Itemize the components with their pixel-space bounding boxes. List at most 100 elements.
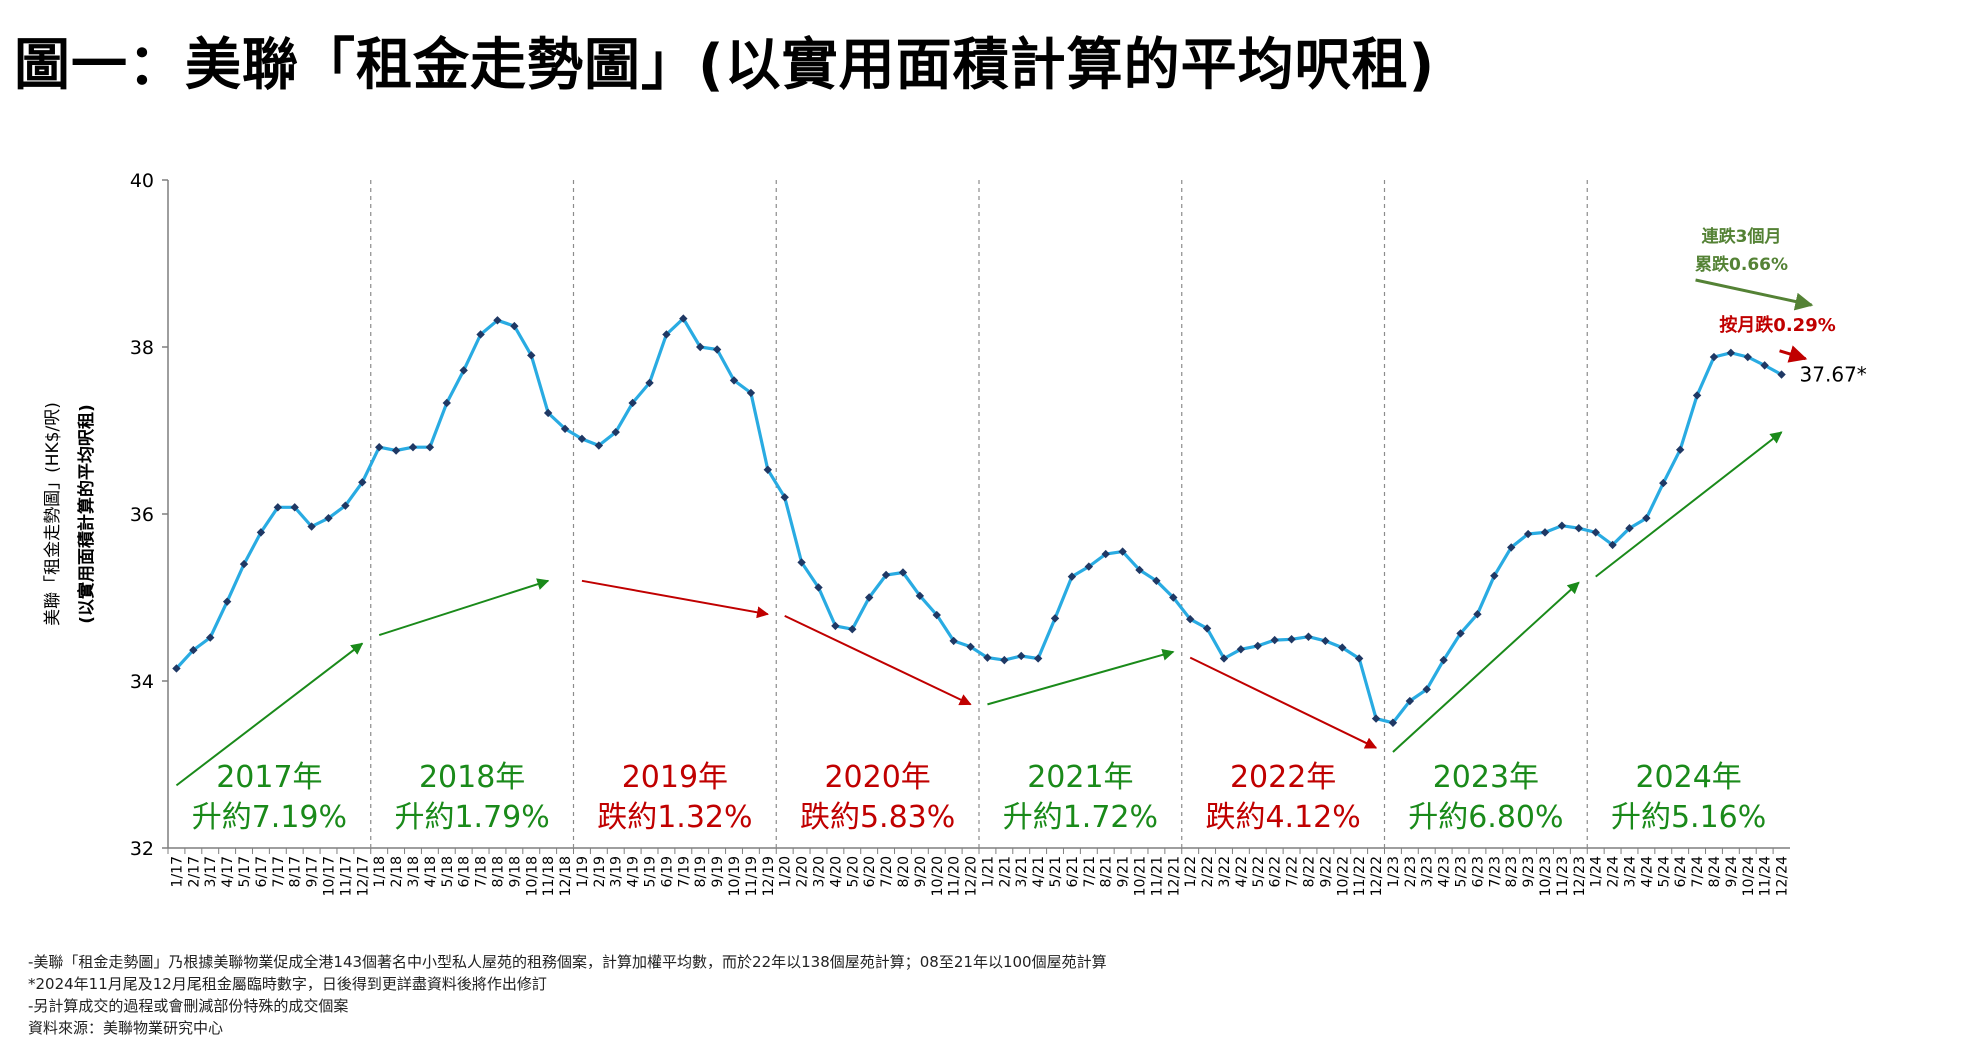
year-label: 2020年 [824,760,930,795]
x-tick-label: 2/21 [997,856,1013,887]
series-line [175,317,1783,725]
data-point [358,478,367,487]
monthly-change-arrow [1779,345,1808,363]
x-tick-label: 12/17 [355,856,371,896]
x-tick-label: 10/24 [1741,856,1757,896]
data-point [780,493,789,502]
year-label: 2023年 [1433,760,1539,795]
trend-arrow-down [784,614,972,706]
data-point [239,559,249,569]
x-tick-label: 1/22 [1183,856,1199,887]
data-point [577,434,587,444]
x-tick-label: 3/23 [1420,856,1436,887]
x-tick-label: 2/23 [1403,856,1419,887]
x-tick-label: 12/18 [558,856,574,896]
footnote-3: -另計算成交的過程或會刪減部份特殊的成交個案 [28,997,349,1015]
x-tick-label: 4/24 [1639,856,1655,888]
x-tick-label: 11/20 [947,856,963,896]
x-tick-label: 9/23 [1521,856,1537,887]
data-point [932,610,941,620]
data-point [256,528,266,537]
data-point [425,443,435,452]
y-tick-label: 32 [130,838,154,860]
streak-change-label: 累跌0.66% [1695,255,1788,275]
x-tick-label: 8/22 [1301,856,1317,887]
footnotes: -美聯「租金走勢圖」乃根據美聯物業促成全港143個著名中小型私人屋苑的租務個案，… [28,951,1107,1039]
x-tick-label: 8/19 [693,856,709,887]
data-point [848,625,857,634]
x-tick-label: 10/18 [524,856,540,896]
data-point [729,376,739,385]
x-tick-label: 10/19 [727,856,743,896]
x-tick-label: 12/22 [1369,856,1385,896]
chart-title: 圖一：美聯「租金走勢圖」(以實用面積計算的平均呎租) [14,33,1436,98]
data-point [391,446,401,455]
x-tick-label: 4/23 [1437,856,1453,887]
x-tick-label: 10/23 [1538,856,1554,896]
data-point [864,593,874,602]
data-point [1304,632,1313,641]
x-tick-label: 11/19 [744,856,760,896]
year-change-label: 升約1.79% [394,800,549,835]
x-tick-label: 4/18 [423,856,439,887]
data-point [1101,549,1110,559]
data-point [1439,655,1448,665]
year-change-label: 升約6.80% [1408,800,1563,835]
x-tick-label: 7/24 [1690,856,1706,888]
data-point [1490,571,1499,580]
x-tick-label: 3/24 [1622,856,1638,888]
data-point [696,342,705,352]
year-label: 2018年 [419,760,525,795]
data-point [628,398,637,408]
x-tick-label: 7/22 [1285,856,1301,887]
x-tick-label: 2/24 [1606,856,1622,888]
x-tick-label: 6/17 [254,856,270,887]
data-point [594,441,604,450]
data-point [1236,645,1246,654]
x-tick-label: 11/17 [338,856,354,896]
x-tick-label: 8/17 [288,856,304,887]
data-point [915,591,925,601]
x-tick-label: 4/19 [626,856,642,887]
x-tick-label: 5/18 [440,856,456,887]
data-point [290,503,299,512]
data-point [983,653,992,662]
data-point [881,570,891,580]
last-value-label: 37.67* [1800,363,1867,387]
data-point [1608,540,1617,550]
streak-arrow [1695,278,1814,311]
x-tick-label: 10/20 [930,856,946,896]
footnote-1: -美聯「租金走勢圖」乃根據美聯物業促成全港143個著名中小型私人屋苑的租務個案，… [28,953,1107,971]
data-point [1050,614,1060,623]
data-point [543,408,553,418]
trend-arrow-up [987,648,1175,706]
data-point [1033,654,1043,663]
x-tick-label: 6/23 [1470,856,1486,887]
data-point [1659,478,1668,488]
data-point [1557,521,1567,530]
data-point [1152,576,1161,585]
data-point [1642,513,1651,523]
trend-arrow-down [581,579,769,619]
x-tick-label: 6/22 [1268,856,1284,887]
data-point [1709,352,1719,362]
x-tick-label: 1/18 [372,856,388,887]
data-point [712,345,722,354]
year-change-label: 升約5.16% [1611,800,1766,835]
data-point [1591,528,1600,537]
data-point [1473,610,1482,619]
x-tick-label: 2/22 [1200,856,1216,887]
year-label: 2017年 [216,760,322,795]
data-point [307,522,316,531]
x-tick-label: 3/20 [811,856,827,887]
year-label: 2021年 [1027,760,1133,795]
x-tick-label: 1/24 [1589,856,1605,888]
year-change-label: 升約1.72% [1003,800,1158,835]
x-tick-label: 9/17 [305,856,321,887]
x-tick-label: 7/23 [1487,856,1503,887]
x-tick-label: 8/21 [1099,856,1115,887]
data-point [1507,543,1516,552]
x-tick-label: 7/19 [676,856,692,887]
data-point [1338,643,1347,652]
data-point [797,558,806,567]
